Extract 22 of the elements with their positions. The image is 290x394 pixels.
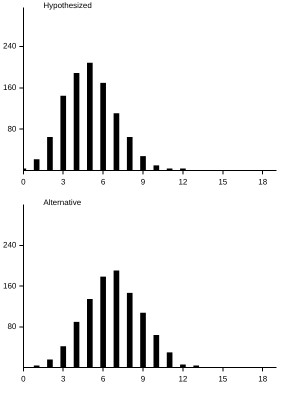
x-tick-label: 12 xyxy=(178,374,188,384)
x-tick-label: 3 xyxy=(61,177,66,186)
y-tick-label: 240 xyxy=(2,240,17,250)
x-tick-label: 0 xyxy=(21,374,26,384)
x-tick-label: 12 xyxy=(178,177,188,186)
y-tick-label: 80 xyxy=(7,124,17,134)
x-tick-label: 6 xyxy=(100,177,106,186)
x-tick-label: 6 xyxy=(100,374,106,384)
y-tick-label: 160 xyxy=(2,281,17,290)
x-tick-label: 15 xyxy=(218,177,228,186)
x-tick-label: 18 xyxy=(258,374,268,384)
y-tick-label: 240 xyxy=(2,42,17,51)
x-tick-label: 9 xyxy=(140,177,146,186)
x-tick-label: 9 xyxy=(140,374,146,384)
x-tick-label: 0 xyxy=(21,177,26,186)
x-tick-label: 15 xyxy=(218,374,228,384)
y-tick-label: 80 xyxy=(7,322,17,331)
chart-title: Alternative xyxy=(43,198,82,208)
y-tick-label: 160 xyxy=(2,83,17,92)
x-tick-label: 18 xyxy=(258,177,268,186)
x-tick-label: 3 xyxy=(61,374,66,384)
chart-title: Hypothesized xyxy=(43,1,92,10)
